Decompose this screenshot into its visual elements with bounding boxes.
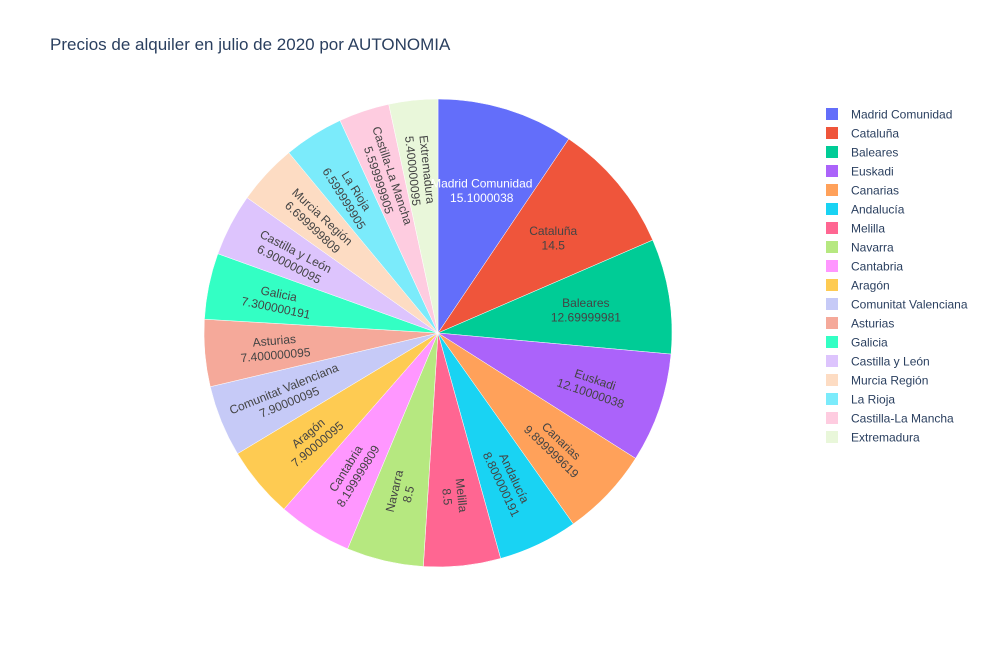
- legend-swatch: [826, 127, 838, 139]
- legend-swatch: [826, 336, 838, 348]
- legend-label: Extremadura: [851, 431, 920, 445]
- legend-item-cataluna[interactable]: Cataluña: [826, 127, 899, 141]
- legend-swatch: [826, 203, 838, 215]
- legend-label: Comunitat Valenciana: [851, 298, 968, 312]
- pie-slice-madrid-comunidad[interactable]: [437, 98, 570, 334]
- legend-item-la-rioja[interactable]: La Rioja: [826, 393, 895, 407]
- legend-item-cantabria[interactable]: Cantabria: [826, 260, 903, 274]
- legend-swatch: [826, 241, 838, 253]
- legend-swatch: [826, 355, 838, 367]
- slice-label-category: Baleares: [562, 296, 609, 310]
- slice-label-melilla: Melilla8.5: [438, 478, 470, 515]
- legend-swatch: [826, 165, 838, 177]
- legend-label: La Rioja: [851, 393, 895, 407]
- pie-slices: [203, 98, 673, 568]
- legend-item-aragon[interactable]: Aragón: [826, 279, 890, 293]
- legend-swatch: [826, 412, 838, 424]
- slice-label-category: Madrid Comunidad: [431, 176, 532, 190]
- legend-item-euskadi[interactable]: Euskadi: [826, 165, 894, 179]
- legend-item-castilla-la-mancha[interactable]: Castilla-La Mancha: [826, 412, 954, 426]
- slice-label-category: Asturias: [252, 332, 296, 350]
- legend-swatch: [826, 431, 838, 443]
- legend-swatch: [826, 108, 838, 120]
- legend-item-galicia[interactable]: Galicia: [826, 336, 888, 350]
- legend-label: Galicia: [851, 336, 888, 350]
- legend-swatch: [826, 298, 838, 310]
- legend-swatch: [826, 184, 838, 196]
- slice-label-category: Cataluña: [529, 224, 577, 238]
- legend-swatch: [826, 279, 838, 291]
- legend-item-canarias[interactable]: Canarias: [826, 184, 899, 198]
- legend-item-extremadura[interactable]: Extremadura: [826, 431, 920, 445]
- legend-item-madrid-comunidad[interactable]: Madrid Comunidad: [826, 108, 952, 122]
- legend-label: Andalucía: [851, 203, 905, 217]
- legend: Madrid Comunidad Cataluña Baleares Euskadi C…: [826, 108, 968, 445]
- slice-label-baleares: Baleares 12.69999981: [551, 296, 621, 324]
- legend-label: Euskadi: [851, 165, 894, 179]
- legend-label: Cataluña: [851, 127, 899, 141]
- slice-label-value: 15.1000038: [450, 191, 514, 205]
- legend-label: Navarra: [851, 241, 894, 255]
- legend-item-murcia-region[interactable]: Murcia Región: [826, 374, 928, 388]
- pie-slice-euskadi[interactable]: [437, 332, 672, 459]
- chart-title: Precios de alquiler en julio de 2020 por…: [50, 35, 451, 54]
- slice-label-value: 7.400000095: [240, 345, 311, 365]
- legend-item-melilla[interactable]: Melilla: [826, 222, 885, 236]
- slice-label-extremadura: Extremadura5.400000095: [402, 134, 438, 207]
- pie-slice-baleares[interactable]: [437, 239, 673, 355]
- legend-swatch: [826, 146, 838, 158]
- legend-swatch: [826, 260, 838, 272]
- legend-label: Castilla-La Mancha: [851, 412, 954, 426]
- slice-label-value: 12.69999981: [551, 310, 621, 324]
- legend-item-castilla-y-leon[interactable]: Castilla y León: [826, 355, 930, 369]
- legend-label: Asturias: [851, 317, 894, 331]
- legend-swatch: [826, 374, 838, 386]
- legend-item-comunitat-valenciana[interactable]: Comunitat Valenciana: [826, 298, 968, 312]
- pie-slice-extremadura[interactable]: [388, 98, 439, 334]
- legend-label: Aragón: [851, 279, 890, 293]
- slice-label-value: 8.5: [400, 484, 418, 504]
- slice-label-madrid-comunidad: Madrid Comunidad 15.1000038: [431, 176, 532, 204]
- legend-swatch: [826, 222, 838, 234]
- pie-slice-cataluna[interactable]: [437, 138, 654, 334]
- legend-label: Cantabria: [851, 260, 903, 274]
- legend-label: Baleares: [851, 146, 898, 160]
- legend-label: Murcia Región: [851, 374, 928, 388]
- legend-item-navarra[interactable]: Navarra: [826, 241, 894, 255]
- legend-label: Castilla y León: [851, 355, 930, 369]
- slice-label-category: Melilla: [453, 478, 470, 514]
- legend-swatch: [826, 317, 838, 329]
- legend-item-asturias[interactable]: Asturias: [826, 317, 894, 331]
- legend-item-andalucia[interactable]: Andalucía: [826, 203, 905, 217]
- slice-label-asturias: Asturias7.400000095: [239, 331, 312, 365]
- legend-swatch: [826, 393, 838, 405]
- slice-label-cataluna: Cataluña 14.5: [529, 224, 577, 252]
- slice-label-value: 8.5: [439, 488, 455, 506]
- slice-label-value: 14.5: [542, 238, 566, 252]
- legend-item-baleares[interactable]: Baleares: [826, 146, 898, 160]
- legend-label: Madrid Comunidad: [851, 108, 952, 122]
- legend-label: Canarias: [851, 184, 899, 198]
- legend-label: Melilla: [851, 222, 885, 236]
